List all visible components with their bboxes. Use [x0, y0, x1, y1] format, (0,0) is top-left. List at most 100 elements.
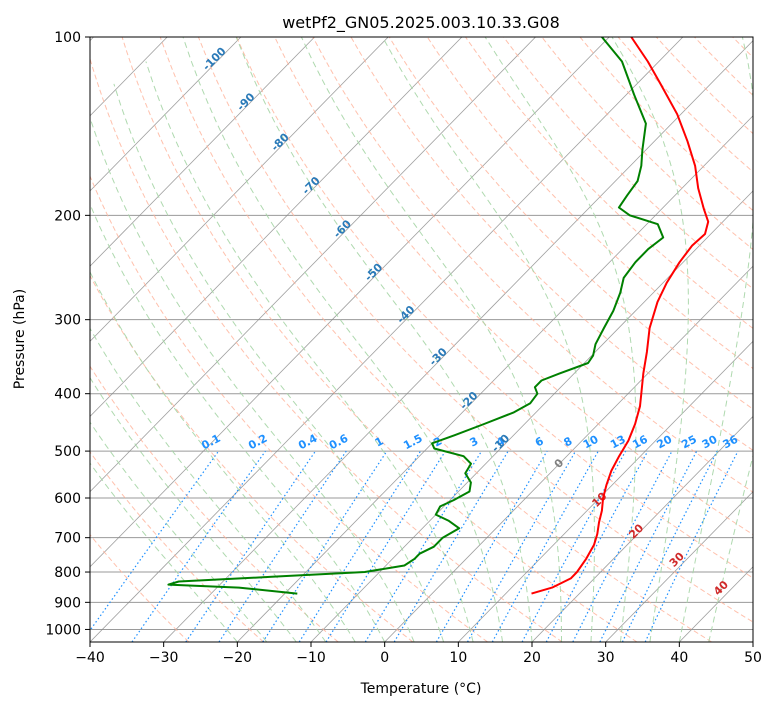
y-tick-label: 600: [54, 491, 81, 507]
dry-adiabat-label: -30: [427, 345, 450, 368]
mixing-ratio-line: [572, 450, 673, 642]
y-tick-label: 300: [54, 313, 81, 329]
dry-adiabat-line: [617, 37, 753, 173]
mixing-ratio-label: 0.4: [296, 432, 320, 453]
dry-adiabat-label: -80: [269, 130, 292, 153]
mixing-ratio-label: 36: [721, 433, 741, 452]
moist-adiabat-label: 30: [667, 549, 687, 569]
dry-adiabat-line: [541, 37, 753, 251]
mixing-ratio-line: [298, 450, 422, 642]
isotherm-line: [90, 37, 242, 192]
dry-adiabat-line: [579, 37, 753, 212]
mixing-ratio-label: 8: [562, 434, 575, 449]
x-tick-label: 30: [597, 650, 615, 666]
moist-adiabat-line: [90, 115, 415, 642]
x-tick-label: −10: [296, 650, 326, 666]
x-axis-label: Temperature (°C): [360, 681, 482, 697]
mixing-ratio-line: [262, 450, 388, 642]
dry-adiabat-label: -40: [394, 303, 417, 326]
x-tick-label: 40: [670, 650, 688, 666]
y-tick-label: 100: [54, 30, 81, 46]
moist-adiabat-line: [145, 61, 474, 642]
x-tick-label: −40: [75, 650, 105, 666]
mixing-ratio-line: [644, 450, 739, 642]
isotherm-line: [531, 415, 753, 642]
moist-adiabat-line: [235, 37, 533, 642]
isotherm-line: [90, 37, 389, 342]
isotherm-line: [384, 265, 753, 642]
y-tick-label: 900: [54, 595, 81, 611]
dry-adiabat-line: [312, 37, 753, 493]
moist-adiabat-line: [182, 37, 503, 642]
moist-adiabat-line: [90, 270, 356, 642]
moist-adiabat-line: [90, 421, 268, 642]
isotherm-line: [752, 641, 753, 642]
moist-adiabat-line: [113, 83, 445, 642]
dry-adiabat-line: [694, 37, 753, 97]
isotherm-line: [90, 37, 610, 568]
moist-adiabat-label: 20: [626, 521, 646, 541]
isotherm-line: [90, 37, 684, 642]
mixing-ratio-line: [521, 450, 627, 642]
mixing-ratio-label: 0.6: [327, 432, 351, 453]
temperature-trace: [531, 37, 710, 595]
dry-adiabat-line: [159, 37, 712, 642]
mixing-ratio-label: 10: [581, 433, 601, 452]
x-tick-label: −20: [223, 650, 253, 666]
dry-adiabat-line: [426, 37, 753, 370]
moist-adiabat-line: [611, 37, 689, 642]
dry-adiabat-line: [350, 37, 753, 451]
mixing-ratio-line: [131, 450, 266, 642]
dry-adiabat-line: [771, 37, 775, 642]
isotherm-line: [679, 566, 753, 642]
moist-adiabat-line: [708, 453, 753, 642]
x-tick-label: 0: [380, 650, 389, 666]
mixing-ratio-line: [435, 450, 548, 642]
mixing-ratio-line: [325, 450, 446, 642]
mixing-ratio-line: [90, 450, 220, 632]
y-tick-label: 200: [54, 208, 81, 224]
dry-adiabat-line: [236, 37, 753, 579]
x-tick-label: 50: [744, 650, 762, 666]
moist-adiabat-line: [90, 203, 386, 642]
dry-adiabat-line: [90, 365, 339, 642]
y-axis: 100 200 300 400 500 600 700 800 900 1000: [45, 30, 90, 638]
isotherm-line: [90, 37, 463, 418]
mixing-ratio-line: [491, 450, 599, 642]
x-tick-label: 20: [523, 650, 541, 666]
mixing-ratio-line: [185, 450, 316, 642]
dry-adiabat-line: [274, 37, 753, 536]
dewpoint-trace: [167, 37, 665, 595]
dry-adiabat-line: [197, 37, 753, 623]
moist-adiabat-line: [678, 37, 753, 642]
moist-adiabat-label: 10: [589, 490, 609, 510]
mixing-ratio-line: [466, 450, 577, 642]
dry-adiabat-line: [90, 174, 488, 642]
y-tick-label: 700: [54, 531, 81, 547]
isotherm-line: [605, 491, 753, 642]
dry-adiabat-line: [655, 37, 753, 135]
dry-adiabat-line: [388, 37, 753, 410]
dry-adiabat-line: [90, 451, 264, 642]
mixing-ratio-line: [364, 450, 483, 642]
dry-adiabat-line: [90, 533, 190, 642]
moist-adiabat-label: 40: [711, 578, 731, 598]
isotherm-line: [237, 115, 753, 642]
mixing-ratio-line: [393, 450, 509, 642]
mixing-ratio-label: 16: [630, 433, 650, 452]
x-tick-label: −30: [149, 650, 179, 666]
mixing-ratio-line: [545, 450, 649, 642]
dry-adiabat-label: -100: [200, 44, 229, 73]
mixing-ratio-label: 13: [608, 433, 628, 452]
isotherm-line: [310, 190, 753, 642]
y-tick-label: 400: [54, 387, 81, 403]
isotherm-line: [458, 340, 753, 642]
isotherm-line: [90, 37, 536, 493]
moist-adiabat-line: [382, 37, 595, 642]
dry-adiabat-label: -20: [457, 389, 480, 412]
y-tick-label: 500: [54, 444, 81, 460]
moist-adiabat-line: [90, 376, 297, 642]
dry-adiabat-line: [90, 57, 563, 642]
mixing-ratio-label: 6: [533, 434, 546, 449]
y-axis-label: Pressure (hPa): [12, 289, 28, 389]
